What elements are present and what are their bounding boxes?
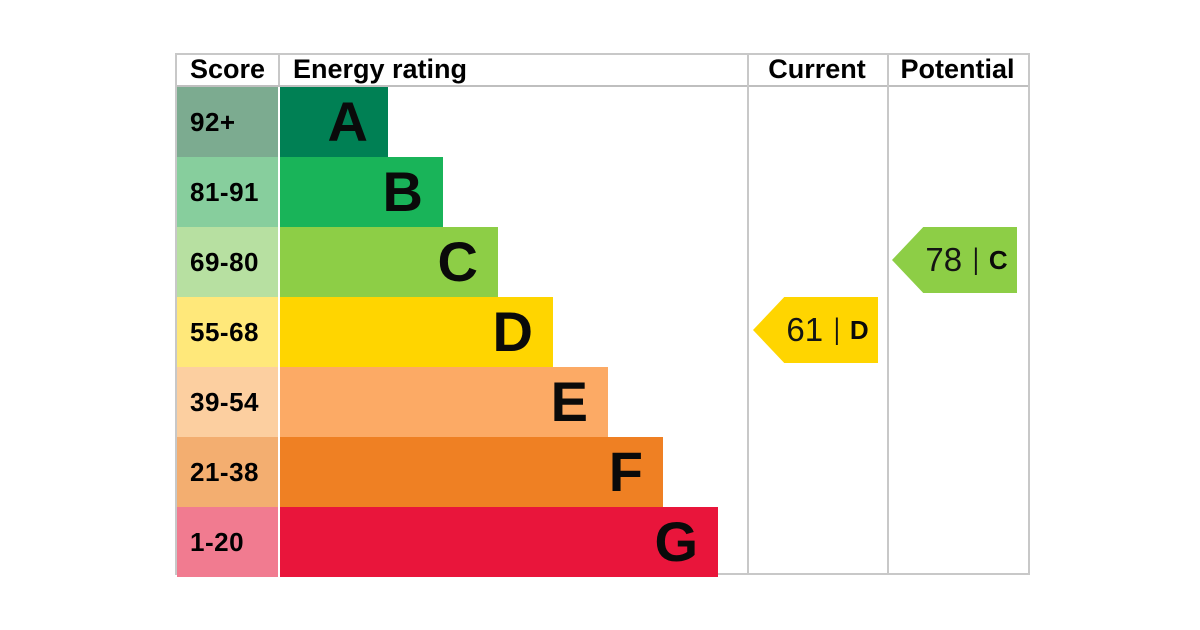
band-score-cell: 55-68	[177, 297, 280, 367]
band-row-e: 39-54 E	[177, 367, 1028, 437]
band-letter: D	[492, 300, 533, 363]
header-energy-rating: Energy rating	[293, 55, 468, 84]
band-row-c: 69-80 C	[177, 227, 1028, 297]
band-bar: G	[280, 507, 718, 577]
header-score: Score	[177, 55, 280, 85]
band-letter: F	[608, 440, 643, 503]
band-row-f: 21-38 F	[177, 437, 1028, 507]
band-bar: F	[280, 437, 663, 507]
potential-rating-value: 78	[925, 241, 963, 278]
band-score-range: 39-54	[190, 386, 259, 417]
current-rating-band: D	[849, 314, 869, 345]
band-rows: 92+ A 81-91 B 69-80 C 55-68 D 39-54 E 21…	[177, 87, 1028, 577]
rating-separator: |	[833, 313, 841, 346]
band-bar: D	[280, 297, 553, 367]
band-score-cell: 1-20	[177, 507, 280, 577]
table-header-row: Score Energy rating Current Potential	[177, 55, 1028, 87]
band-row-b: 81-91 B	[177, 157, 1028, 227]
band-letter: A	[327, 90, 368, 153]
band-score-range: 69-80	[190, 246, 259, 277]
band-letter: G	[654, 510, 698, 573]
band-score-range: 1-20	[190, 526, 245, 557]
band-letter: B	[382, 160, 423, 223]
band-bar: C	[280, 227, 498, 297]
band-score-cell: 81-91	[177, 157, 280, 227]
band-score-range: 21-38	[190, 456, 259, 487]
band-letter: E	[550, 370, 588, 433]
column-divider-potential	[887, 55, 889, 573]
band-bar: B	[280, 157, 443, 227]
band-letter: C	[437, 230, 478, 293]
band-score-cell: 39-54	[177, 367, 280, 437]
band-score-range: 55-68	[190, 316, 259, 347]
band-bar: A	[280, 87, 388, 157]
band-row-a: 92+ A	[177, 87, 1028, 157]
band-score-range: 81-91	[190, 176, 259, 207]
band-row-d: 55-68 D	[177, 297, 1028, 367]
potential-rating-band: C	[988, 244, 1008, 275]
band-score-cell: 92+	[177, 87, 280, 157]
band-score-cell: 21-38	[177, 437, 280, 507]
band-score-cell: 69-80	[177, 227, 280, 297]
header-current: Current	[768, 55, 866, 84]
band-row-g: 1-20 G	[177, 507, 1028, 577]
band-bar: E	[280, 367, 608, 437]
current-rating-value: 61	[786, 311, 824, 348]
band-score-range: 92+	[190, 106, 236, 137]
epc-table: Score Energy rating Current Potential 92…	[175, 53, 1030, 577]
header-potential: Potential	[900, 55, 1015, 84]
rating-separator: |	[972, 243, 980, 276]
column-divider-current	[747, 55, 749, 573]
